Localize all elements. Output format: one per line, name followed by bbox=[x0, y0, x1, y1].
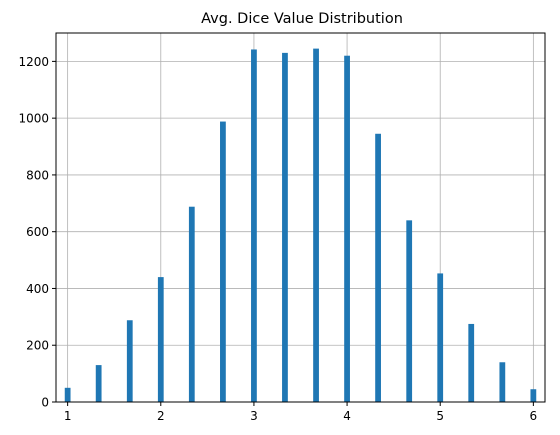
y-tick-label: 1000 bbox=[18, 112, 49, 126]
y-tick-label: 200 bbox=[26, 339, 49, 353]
histogram-bar bbox=[157, 277, 164, 402]
histogram-bar bbox=[188, 206, 195, 402]
histogram-bar bbox=[344, 55, 350, 402]
histogram-bar bbox=[251, 49, 257, 403]
plot-frame bbox=[55, 32, 546, 403]
y-tick-label: 400 bbox=[26, 282, 49, 296]
histogram-bar bbox=[499, 362, 506, 402]
x-tick-label: 6 bbox=[530, 409, 538, 423]
y-tick-label: 600 bbox=[26, 225, 49, 239]
histogram-bar bbox=[220, 121, 226, 402]
histogram-bar bbox=[95, 365, 102, 402]
histogram-bar bbox=[64, 387, 71, 402]
y-tick-label: 0 bbox=[41, 396, 49, 410]
histogram-bar bbox=[530, 389, 537, 402]
histogram-bar bbox=[406, 220, 413, 402]
histogram-bar bbox=[313, 48, 319, 402]
x-tick-label: 3 bbox=[250, 409, 258, 423]
histogram-bar bbox=[282, 52, 288, 402]
x-tick-label: 4 bbox=[343, 409, 351, 423]
axes: 1 2 3 4 5 6 0 200 400 600 800 1000 1200 bbox=[18, 32, 546, 423]
histogram-bar bbox=[126, 320, 133, 402]
x-tick-label: 5 bbox=[436, 409, 444, 423]
chart-title: Avg. Dice Value Distribution bbox=[201, 11, 403, 27]
y-tick-label: 1200 bbox=[18, 55, 49, 69]
x-tick-label: 1 bbox=[64, 409, 72, 423]
x-tick-label: 2 bbox=[157, 409, 165, 423]
bars bbox=[64, 48, 537, 403]
histogram-bar bbox=[437, 273, 444, 402]
histogram-bar bbox=[375, 133, 381, 402]
y-tick-label: 800 bbox=[26, 168, 49, 182]
histogram-bar bbox=[468, 323, 475, 402]
